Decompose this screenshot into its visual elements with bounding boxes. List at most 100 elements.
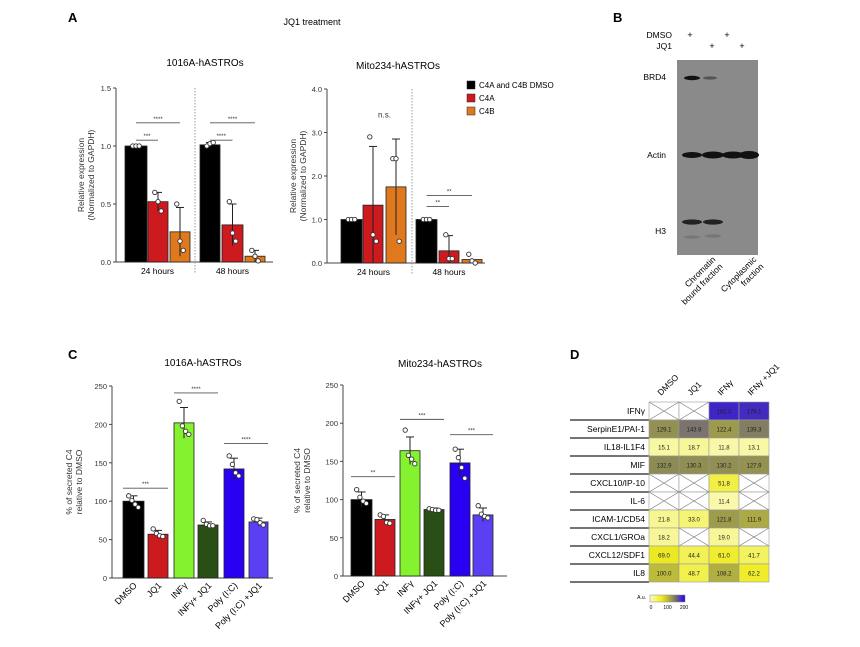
cell-value: 130.2 [716,464,732,470]
row-label: SerpinE1/PAI-1 [587,424,645,434]
row-label: IL-6 [630,496,645,506]
column-header: IFNγ [715,377,735,397]
legend-swatch [466,106,476,116]
protein-band [703,76,717,80]
data-point [176,398,182,405]
bar [122,500,145,579]
y-axis-label: Relative expression (Normalized to GAPDH) [76,129,96,220]
data-point [485,515,491,521]
data-point [179,423,186,429]
data-point [402,427,408,433]
row-label: ICAM-1/CD54 [592,514,645,524]
group-label: 24 hours [357,267,390,277]
legend-label: C4A and C4B DMSO [479,81,554,90]
cell-value: 127.9 [746,464,762,470]
data-point [129,497,135,504]
cell-value: 11.8 [718,446,730,452]
panel-letter-d: D [570,347,579,362]
bar [147,533,169,579]
data-point [174,201,180,207]
significance-label: ** [371,471,376,477]
row-label: CXCL10/IP-10 [590,478,645,488]
data-point [452,446,458,452]
y-axis-label-line: Relative expression [288,139,298,213]
group-label: 48 hours [216,266,249,276]
y-axis-label: % of secreted C4 relative to DMSO [64,449,84,514]
data-point [412,461,418,467]
y-tick-label: 150 [325,457,338,466]
data-point [177,238,183,244]
data-point [370,232,376,238]
protein-band [702,151,724,159]
cell-value: 130.3 [686,464,702,470]
legend-label: C4A [479,94,495,103]
data-point [226,199,232,205]
data-point [210,523,216,529]
cross-mark [648,473,680,493]
significance-label: ** [435,200,440,206]
data-point [229,230,236,236]
cell-value: 122.4 [716,428,732,434]
data-point [152,189,158,196]
row-label: IL8 [633,568,645,578]
data-point [150,526,156,532]
data-point [449,255,455,262]
data-point [252,253,258,259]
significance-label: *** [418,413,426,419]
cell-value: 44.4 [688,554,700,560]
chart-title: Mito234-hASTROs [356,61,440,72]
y-axis-label: Relative expression (Normalized to GAPDH) [288,130,308,221]
data-point [462,475,468,481]
significance-label: **** [241,438,251,444]
protein-band [705,234,721,238]
cell-value: 179.1 [746,410,762,416]
y-tick-label: 0 [103,574,107,583]
cell-value: 61.0 [718,554,730,560]
cell-value: 62.2 [748,572,760,578]
protein-band [722,151,744,159]
y-tick-label: 150 [94,459,107,468]
bar [173,422,195,579]
data-point [158,208,164,214]
significance-label: *** [143,134,151,140]
data-point [132,501,138,507]
category-label: JQ1 [145,580,164,599]
y-axis-label-line: Relative expression [76,138,86,212]
protein-band [684,235,700,239]
y-tick-label: 1.0 [312,216,322,225]
panel-letter-c: C [68,347,78,362]
bar [223,468,245,579]
y-tick-label: 100 [94,497,107,506]
y-tick-label: 100 [325,496,338,505]
bar [199,144,221,263]
data-point [380,513,387,520]
data-point [229,461,236,467]
colorbar-tick-label: 100 [663,605,672,611]
row-label: IFNγ [627,406,646,416]
data-point [236,473,242,479]
data-point [396,238,402,244]
data-point [472,260,478,266]
y-tick-label: 4.0 [312,85,322,94]
y-axis-label-line: % of secreted C4 [292,448,302,513]
bar [248,521,269,579]
bar [350,499,373,577]
lane-marker: + [709,41,714,51]
category-label: JQ1 [372,578,391,597]
colorbar-label: A.u. [637,595,646,601]
cell-value: 41.7 [748,554,760,560]
chart-title: Mito234-hASTROs [398,359,482,370]
cell-value: 21.8 [658,518,670,524]
y-tick-label: 200 [94,420,107,429]
protein-band [682,219,702,225]
data-point [126,493,132,499]
data-point [180,247,186,254]
cell-value: 143.9 [686,428,702,434]
cell-value: 33.0 [688,518,700,524]
bar [374,519,396,577]
cell-value: 15.1 [658,446,670,452]
cell-value: 19.0 [718,536,730,542]
cell-value: 139.3 [746,428,762,434]
cell-value: 11.4 [718,500,730,506]
